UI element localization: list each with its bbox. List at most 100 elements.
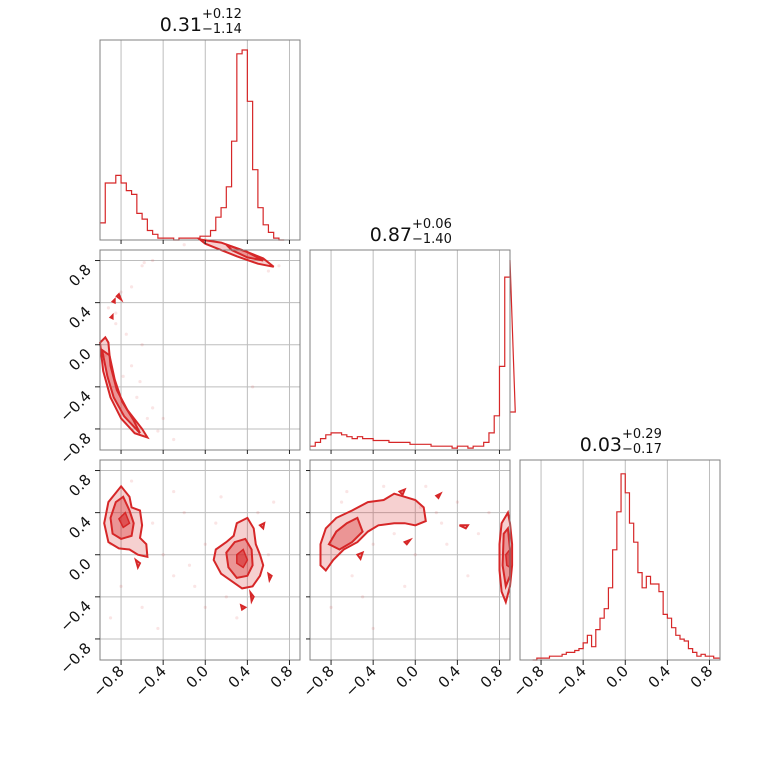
param-title-value: 0.03 [580,434,622,456]
x-tick-label: 0.0 [182,662,212,692]
panel-frame [309,459,511,661]
x-tick-label: −0.8 [299,662,337,700]
sample-point [142,261,146,265]
x-tick-label: −0.8 [509,662,547,700]
param-title-plus: +0.12 [202,7,242,22]
contour-level-1 [319,492,427,573]
contour-level-1 [134,557,142,571]
x-tick-label: 0.0 [392,662,422,692]
param-title-plus: +0.06 [412,217,452,232]
sample-point [439,521,444,525]
y-tick-label: 0.4 [65,513,95,543]
sample-point [382,484,386,488]
scatter-panel-1-2 [309,459,514,661]
sample-point [138,379,142,384]
sample-point [151,406,155,410]
sample-point [145,416,149,421]
sample-point [361,595,365,599]
sample-point [135,395,139,399]
sample-point [182,243,186,247]
param-title-value: 0.31 [160,14,202,36]
contour-level-3 [236,548,249,569]
sample-point [114,311,118,315]
panel-frame [309,249,511,451]
sample-point [350,574,354,578]
x-tick-label: 0.8 [687,662,717,692]
sample-point [108,616,113,620]
sample-point [203,605,207,609]
contour-level-1 [115,292,124,303]
y-tick-label: −0.8 [56,639,94,677]
sample-point [214,521,218,525]
sample-point [114,322,118,326]
param-title-value: 0.87 [370,224,412,246]
param-title-minus: −1.40 [412,232,452,247]
sample-point [106,306,111,310]
contour-level-1 [98,335,150,440]
sample-point [129,364,134,368]
histogram-panel-1 [309,249,516,451]
x-tick-label: 0.0 [602,662,632,692]
sample-point [203,542,207,546]
sample-point [424,484,428,488]
contour-level-2 [100,347,141,434]
sample-point [476,532,481,536]
x-tick-label: 0.8 [477,662,507,692]
y-tick-label: 0.8 [65,471,95,501]
sample-point [187,563,192,567]
y-tick-label: 0.4 [65,303,95,333]
sample-point [266,269,271,273]
contour-level-1 [258,521,266,531]
contour-level-1 [355,550,365,562]
sample-point [121,374,125,378]
sample-point [487,511,491,515]
sample-point [277,264,281,268]
sample-point [103,353,107,357]
contour-level-1 [110,297,116,305]
histogram-panel-0 [99,39,301,241]
sample-point [251,385,255,389]
sample-point [156,429,160,433]
contour-level-3 [117,511,131,529]
scatter-panel-0-2 [99,459,301,661]
y-tick-label: −0.4 [56,597,94,635]
y-tick-label: −0.8 [56,429,94,467]
sample-point [182,511,186,515]
param-title-plus: +0.29 [622,427,662,442]
histogram-steps [100,49,285,241]
sample-point [193,584,197,588]
sample-point [119,584,123,588]
sample-point [161,416,165,421]
sample-point [172,437,176,442]
contour-level-1 [239,603,248,612]
sample-point [345,489,349,494]
sample-point [445,542,449,546]
histogram-panel-2 [519,459,721,661]
param-title-minus: −0.17 [622,442,662,457]
scatter-panel-0-1 [98,237,301,451]
sample-point [124,332,128,336]
x-tick-label: 0.4 [435,662,465,692]
param-title-0: 0.31 +0.12−1.14 [160,7,242,37]
sample-point [266,553,271,557]
contour-level-1 [402,537,413,546]
y-tick-label: 0.8 [65,261,95,291]
sample-point [371,542,375,546]
sample-point [392,532,396,536]
sample-point [434,511,438,515]
sample-point [140,343,144,347]
sample-point [140,605,144,609]
sample-point [371,626,375,631]
sample-point [140,264,144,268]
sample-point [172,489,176,494]
contour-level-1 [267,571,273,584]
histogram-steps [310,259,516,449]
sample-point [256,511,260,515]
panel-frame [99,459,301,661]
sample-point [161,553,165,557]
sample-point [119,290,123,294]
y-tick-label: 0.0 [65,345,95,375]
panel-frame [519,459,721,661]
sample-point [219,495,223,499]
